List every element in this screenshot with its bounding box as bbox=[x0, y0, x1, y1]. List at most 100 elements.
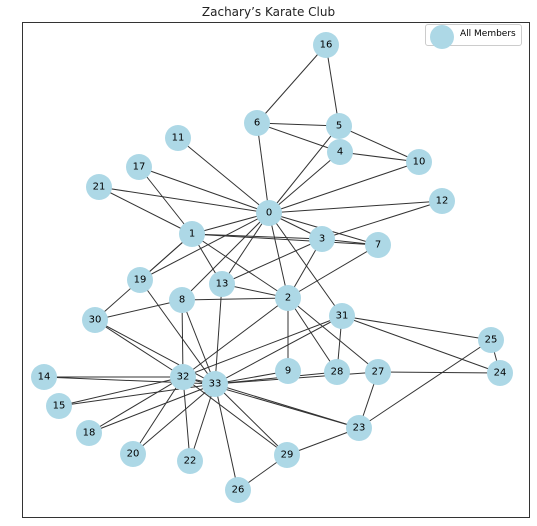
node-4: 4 bbox=[327, 139, 353, 165]
node-16: 16 bbox=[313, 32, 339, 58]
node-circle bbox=[365, 232, 391, 258]
node-label: 17 bbox=[133, 162, 146, 173]
node-circle bbox=[165, 125, 191, 151]
edge-0-4 bbox=[268, 151, 341, 214]
node-label: 20 bbox=[127, 449, 140, 460]
edge-4-10 bbox=[339, 151, 420, 163]
node-circle bbox=[487, 360, 513, 386]
edge-2-28 bbox=[287, 297, 338, 373]
edge-20-33 bbox=[132, 383, 216, 455]
node-2: 2 bbox=[275, 285, 301, 311]
node-18: 18 bbox=[76, 420, 102, 446]
node-circle bbox=[429, 188, 455, 214]
node-circle bbox=[256, 200, 282, 226]
edge-8-33 bbox=[181, 299, 216, 385]
node-circle bbox=[309, 226, 335, 252]
node-label: 19 bbox=[134, 275, 147, 286]
node-circle bbox=[275, 358, 301, 384]
edge-1-7 bbox=[191, 233, 379, 246]
node-circle bbox=[31, 364, 57, 390]
edge-30-32 bbox=[94, 319, 184, 378]
edge-30-33 bbox=[94, 319, 216, 385]
node-20: 20 bbox=[120, 441, 146, 467]
node-31: 31 bbox=[329, 303, 355, 329]
node-32: 32 bbox=[170, 364, 196, 390]
edge-0-5 bbox=[268, 125, 340, 214]
edge-4-6 bbox=[256, 122, 341, 153]
edge-3-13 bbox=[221, 238, 323, 285]
edge-1-17 bbox=[138, 166, 193, 235]
node-25: 25 bbox=[478, 327, 504, 353]
node-label: 2 bbox=[285, 293, 291, 304]
node-circle bbox=[169, 287, 195, 313]
edge-0-10 bbox=[268, 161, 420, 214]
edge-15-32 bbox=[58, 376, 184, 407]
edge-20-32 bbox=[132, 376, 184, 455]
edge-23-25 bbox=[358, 339, 492, 429]
node-label: 18 bbox=[83, 428, 96, 439]
node-30: 30 bbox=[82, 307, 108, 333]
edge-0-12 bbox=[268, 200, 443, 214]
node-24: 24 bbox=[487, 360, 513, 386]
edge-31-32 bbox=[182, 315, 343, 378]
edges-layer bbox=[43, 44, 501, 491]
edge-18-32 bbox=[88, 376, 184, 434]
node-label: 23 bbox=[353, 423, 366, 434]
node-circle bbox=[274, 442, 300, 468]
node-circle bbox=[127, 267, 153, 293]
node-label: 32 bbox=[177, 372, 190, 383]
edge-13-33 bbox=[214, 283, 223, 385]
node-label: 3 bbox=[319, 234, 325, 245]
node-label: 24 bbox=[494, 368, 507, 379]
edge-29-33 bbox=[214, 383, 288, 456]
node-label: 4 bbox=[337, 147, 343, 158]
node-13: 13 bbox=[209, 271, 235, 297]
edge-0-21 bbox=[98, 186, 270, 214]
node-circle bbox=[179, 221, 205, 247]
edge-0-19 bbox=[139, 212, 270, 281]
edge-1-21 bbox=[98, 186, 193, 235]
node-label: 8 bbox=[179, 295, 185, 306]
node-label: 11 bbox=[172, 133, 185, 144]
node-circle bbox=[326, 113, 352, 139]
node-label: 30 bbox=[89, 315, 102, 326]
node-label: 25 bbox=[485, 335, 498, 346]
node-label: 9 bbox=[285, 366, 291, 377]
edge-22-32 bbox=[182, 376, 191, 462]
edge-8-30 bbox=[94, 299, 183, 321]
node-label: 31 bbox=[336, 311, 349, 322]
edge-29-32 bbox=[182, 376, 288, 456]
node-label: 6 bbox=[254, 118, 260, 129]
edge-0-17 bbox=[138, 166, 270, 214]
node-circle bbox=[365, 359, 391, 385]
node-label: 28 bbox=[331, 367, 344, 378]
node-6: 6 bbox=[244, 110, 270, 136]
node-12: 12 bbox=[429, 188, 455, 214]
edge-0-6 bbox=[256, 122, 270, 214]
node-circle bbox=[275, 285, 301, 311]
edge-5-6 bbox=[256, 122, 340, 127]
edge-2-7 bbox=[287, 244, 379, 299]
nodes-layer: 0123456789101112131415161718192021222324… bbox=[31, 32, 513, 503]
edge-25-31 bbox=[341, 315, 492, 341]
node-14: 14 bbox=[31, 364, 57, 390]
node-label: 1 bbox=[189, 229, 195, 240]
edge-0-2 bbox=[268, 212, 289, 299]
node-label: 14 bbox=[38, 372, 51, 383]
node-0: 0 bbox=[256, 200, 282, 226]
edge-3-12 bbox=[321, 200, 443, 240]
edge-19-33 bbox=[139, 279, 216, 385]
node-27: 27 bbox=[365, 359, 391, 385]
edge-2-27 bbox=[287, 297, 379, 373]
node-circle bbox=[478, 327, 504, 353]
node-21: 21 bbox=[86, 174, 112, 200]
edge-1-2 bbox=[191, 233, 289, 299]
node-label: 27 bbox=[372, 367, 385, 378]
node-label: 7 bbox=[375, 240, 381, 251]
node-5: 5 bbox=[326, 113, 352, 139]
node-label: 15 bbox=[53, 401, 66, 412]
node-1: 1 bbox=[179, 221, 205, 247]
edge-0-31 bbox=[268, 212, 343, 317]
node-33: 33 bbox=[202, 371, 228, 397]
